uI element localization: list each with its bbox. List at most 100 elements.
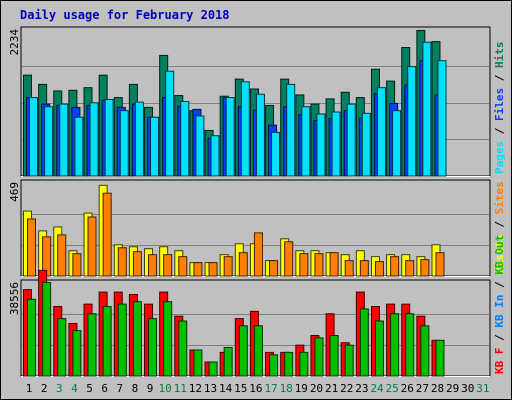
- x-tick-day-22: 22: [340, 382, 353, 395]
- scale-label-hits: 2234: [8, 29, 21, 56]
- x-tick-day-24: 24: [370, 382, 384, 395]
- panel-kbytes: 38556 KB F / KB In / KB Out: [8, 235, 506, 377]
- legend-entry: KB Out: [493, 235, 506, 275]
- x-tick-day-20: 20: [310, 382, 323, 395]
- bar-kbytes-kb-out-day-9: [148, 318, 158, 377]
- x-tick-day-4: 4: [71, 382, 78, 395]
- bar-kbytes-kb-out-day-10: [163, 301, 173, 377]
- bar-kbytes-kb-out-day-7: [117, 303, 127, 377]
- bar-hits-pages-day-18: [286, 83, 296, 177]
- x-tick-day-26: 26: [401, 382, 414, 395]
- legend-entry: /: [493, 68, 506, 88]
- bar-visits-sites-day-4: [72, 253, 82, 277]
- bar-kbytes-kb-out-day-5: [87, 313, 97, 377]
- x-tick-day-16: 16: [249, 382, 262, 395]
- bar-hits-pages-day-12: [195, 115, 205, 177]
- bar-visits-sites-day-1: [27, 218, 36, 277]
- bar-hits-pages-day-13: [210, 135, 220, 177]
- x-tick-day-19: 19: [295, 382, 308, 395]
- bar-hits-pages-day-26: [407, 66, 417, 177]
- bar-visits-sites-day-26: [405, 260, 415, 277]
- bar-hits-pages-day-16: [255, 93, 265, 177]
- scale-label-visits: 469: [8, 182, 21, 202]
- bar-visits-sites-day-17: [269, 260, 279, 277]
- legend-entry: KB In: [493, 295, 506, 328]
- bar-kbytes-kb-out-day-25: [390, 313, 400, 377]
- bar-kbytes-kb-out-day-3: [57, 318, 67, 377]
- bar-kbytes-kb-out-day-16: [253, 325, 263, 377]
- bar-visits-sites-day-22: [344, 260, 354, 277]
- x-tick-day-9: 9: [147, 382, 154, 395]
- x-tick-day-2: 2: [41, 382, 48, 395]
- bar-visits-sites-day-19: [299, 253, 309, 277]
- bar-visits-sites-day-9: [148, 254, 158, 277]
- bar-kbytes-kb-out-day-19: [299, 351, 309, 377]
- bar-visits-sites-day-18: [284, 241, 294, 277]
- bar-hits-pages-day-15: [240, 81, 250, 177]
- bar-kbytes-kb-out-day-27: [420, 325, 430, 377]
- bar-hits-pages-day-17: [271, 131, 281, 177]
- bar-hits-pages-day-27: [422, 41, 432, 177]
- bar-kbytes-kb-out-day-1: [27, 298, 36, 377]
- panel-visits: 469 Visits / Sites: [8, 179, 506, 277]
- bar-hits-pages-day-9: [150, 116, 160, 177]
- bar-hits-pages-day-5: [89, 102, 99, 177]
- bar-kbytes-kb-out-day-18: [284, 351, 294, 377]
- bar-visits-sites-day-7: [117, 247, 127, 277]
- bar-hits-pages-day-8: [134, 101, 144, 177]
- panel-hits: 2234 Pages / Files / Hits: [8, 26, 506, 177]
- legend-entry: Sites: [493, 181, 506, 214]
- x-tick-day-30: 30: [461, 382, 474, 395]
- legend-entry: KB F: [493, 348, 506, 375]
- x-tick-day-3: 3: [56, 382, 63, 395]
- legend-entry: /: [493, 121, 506, 141]
- x-axis: 1 2 3 4 5 6 7 8 9 10 11 12 13 14 15 16 17 18 19 20 21 22 23 24 2…: [26, 382, 490, 395]
- x-tick-day-1: 1: [26, 382, 33, 395]
- bar-visits-sites-day-6: [102, 192, 112, 277]
- bar-hits-pages-day-11: [180, 100, 190, 177]
- bar-visits-sites-day-13: [208, 262, 218, 277]
- bar-kbytes-kb-out-day-28: [435, 339, 445, 377]
- legend-entry: Pages: [493, 141, 506, 174]
- bar-kbytes-kb-out-day-20: [314, 337, 324, 377]
- x-tick-day-18: 18: [280, 382, 293, 395]
- bar-kbytes-kb-out-day-21: [329, 334, 339, 377]
- bar-kbytes-kb-out-day-13: [208, 361, 218, 377]
- bar-visits-sites-day-24: [374, 261, 384, 277]
- bar-kbytes-kb-out-day-17: [269, 354, 279, 377]
- x-tick-day-28: 28: [431, 382, 444, 395]
- bar-hits-pages-day-7: [119, 110, 129, 177]
- legend-entry: Visits: [493, 234, 506, 274]
- bar-hits-pages-day-19: [301, 106, 311, 177]
- bar-hits-pages-day-28: [437, 60, 447, 177]
- legend-entry: /: [493, 328, 506, 348]
- bar-hits-pages-day-22: [346, 103, 356, 177]
- bar-hits-pages-day-4: [74, 116, 84, 177]
- bar-kbytes-kb-out-day-26: [405, 313, 415, 377]
- x-tick-day-17: 17: [264, 382, 277, 395]
- chart-title: Daily usage for February 2018: [20, 8, 230, 22]
- bar-kbytes-kb-out-day-11: [178, 320, 188, 377]
- bar-visits-sites-day-8: [132, 251, 142, 277]
- bar-hits-pages-day-25: [392, 110, 402, 177]
- legend-visits: Visits / Sites: [493, 181, 506, 274]
- scale-label-kbytes: 38556: [8, 282, 21, 315]
- bar-visits-sites-day-23: [359, 260, 369, 277]
- bar-visits-sites-day-20: [314, 253, 324, 277]
- x-tick-day-14: 14: [219, 382, 233, 395]
- bar-hits-pages-day-3: [59, 103, 69, 177]
- bar-hits-pages-day-10: [165, 70, 175, 177]
- legend-hits: Pages / Files / Hits: [493, 42, 506, 175]
- bar-visits-sites-day-16: [253, 232, 263, 277]
- legend-entry: Files: [493, 88, 506, 121]
- x-tick-day-12: 12: [189, 382, 202, 395]
- bar-visits-sites-day-11: [178, 256, 188, 277]
- bar-hits-pages-day-2: [44, 106, 54, 177]
- legend-entry: /: [493, 275, 506, 295]
- bar-visits-sites-day-15: [238, 252, 248, 277]
- x-tick-day-7: 7: [116, 382, 123, 395]
- x-tick-day-15: 15: [234, 382, 247, 395]
- bar-kbytes-kb-out-day-14: [223, 347, 233, 377]
- bar-visits-sites-day-21: [329, 252, 339, 277]
